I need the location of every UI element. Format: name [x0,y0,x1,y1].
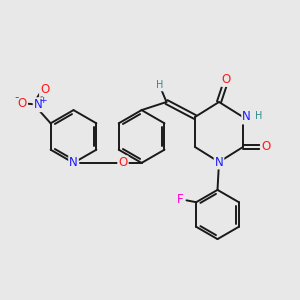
Text: O: O [40,82,49,96]
Text: N: N [69,156,78,170]
Text: F: F [177,193,184,206]
Text: N: N [242,110,251,124]
Text: N: N [214,155,224,169]
Text: N: N [34,98,42,111]
Text: O: O [18,97,27,110]
Text: H: H [156,80,163,91]
Text: H: H [255,110,262,121]
Text: O: O [261,140,270,154]
Text: +: + [39,96,46,105]
Text: O: O [222,73,231,86]
Text: O: O [118,156,127,170]
Text: -: - [14,91,19,104]
